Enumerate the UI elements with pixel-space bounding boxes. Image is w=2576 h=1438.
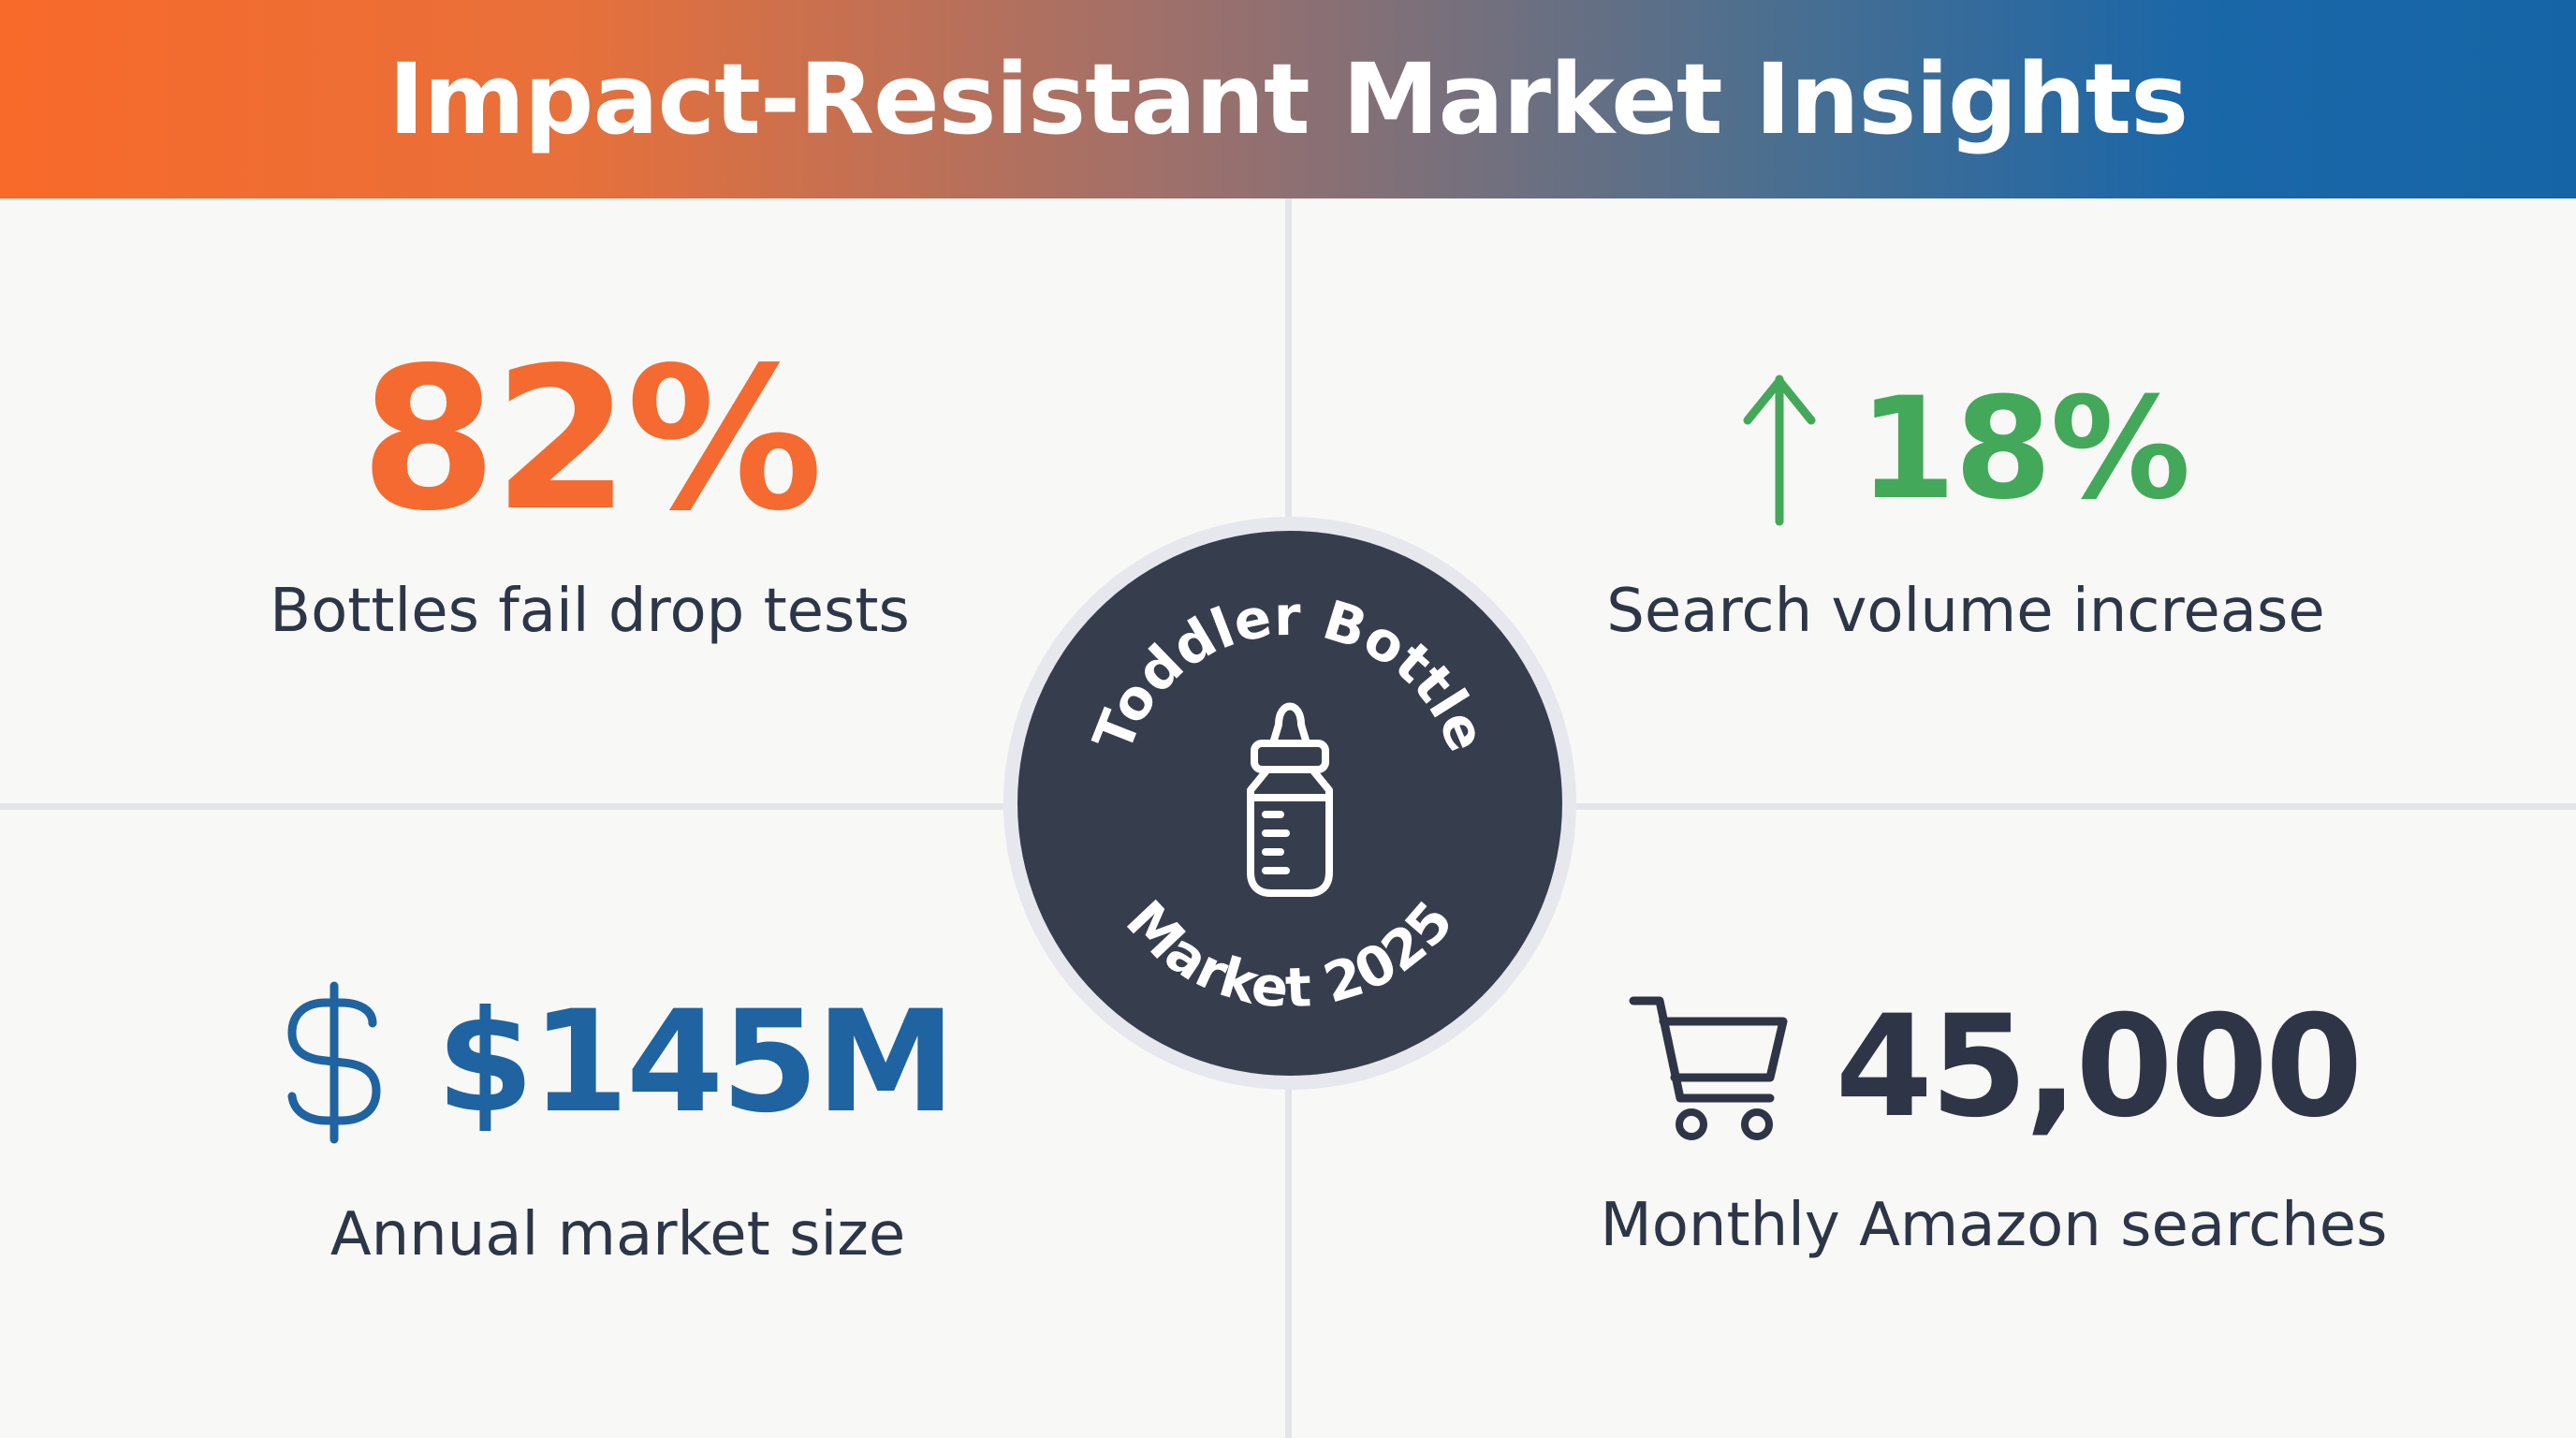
- stat-annual-market-size: $145M Annual market size: [234, 978, 1002, 1265]
- page-title: Impact-Resistant Market Insights: [388, 42, 2188, 156]
- stat-drop-test-failures: 82% Bottles fail drop tests: [206, 325, 973, 646]
- stat-value: 45,000: [1835, 986, 2364, 1149]
- header-banner: Impact-Resistant Market Insights: [0, 0, 2576, 198]
- arrow-up-icon: [1742, 370, 1817, 529]
- stat-value: 18%: [1858, 368, 2190, 531]
- stat-label: Annual market size: [329, 1200, 906, 1269]
- stat-label: Search volume increase: [1606, 577, 2325, 646]
- stat-label: Bottles fail drop tests: [270, 577, 910, 646]
- shopping-cart-icon: [1628, 988, 1796, 1147]
- stat-label: Monthly Amazon searches: [1600, 1191, 2388, 1260]
- dollar-icon: [283, 978, 386, 1147]
- center-badge: Toddler Bottle Market 2025: [1000, 513, 1580, 1093]
- stat-value: 82%: [359, 325, 824, 554]
- baby-bottle-icon: [1247, 702, 1333, 897]
- stat-value: $145M: [436, 981, 956, 1144]
- stat-monthly-amazon-searches: 45,000 Monthly Amazon searches: [1554, 988, 2434, 1255]
- stat-search-volume-increase: 18% Search volume increase: [1544, 370, 2387, 641]
